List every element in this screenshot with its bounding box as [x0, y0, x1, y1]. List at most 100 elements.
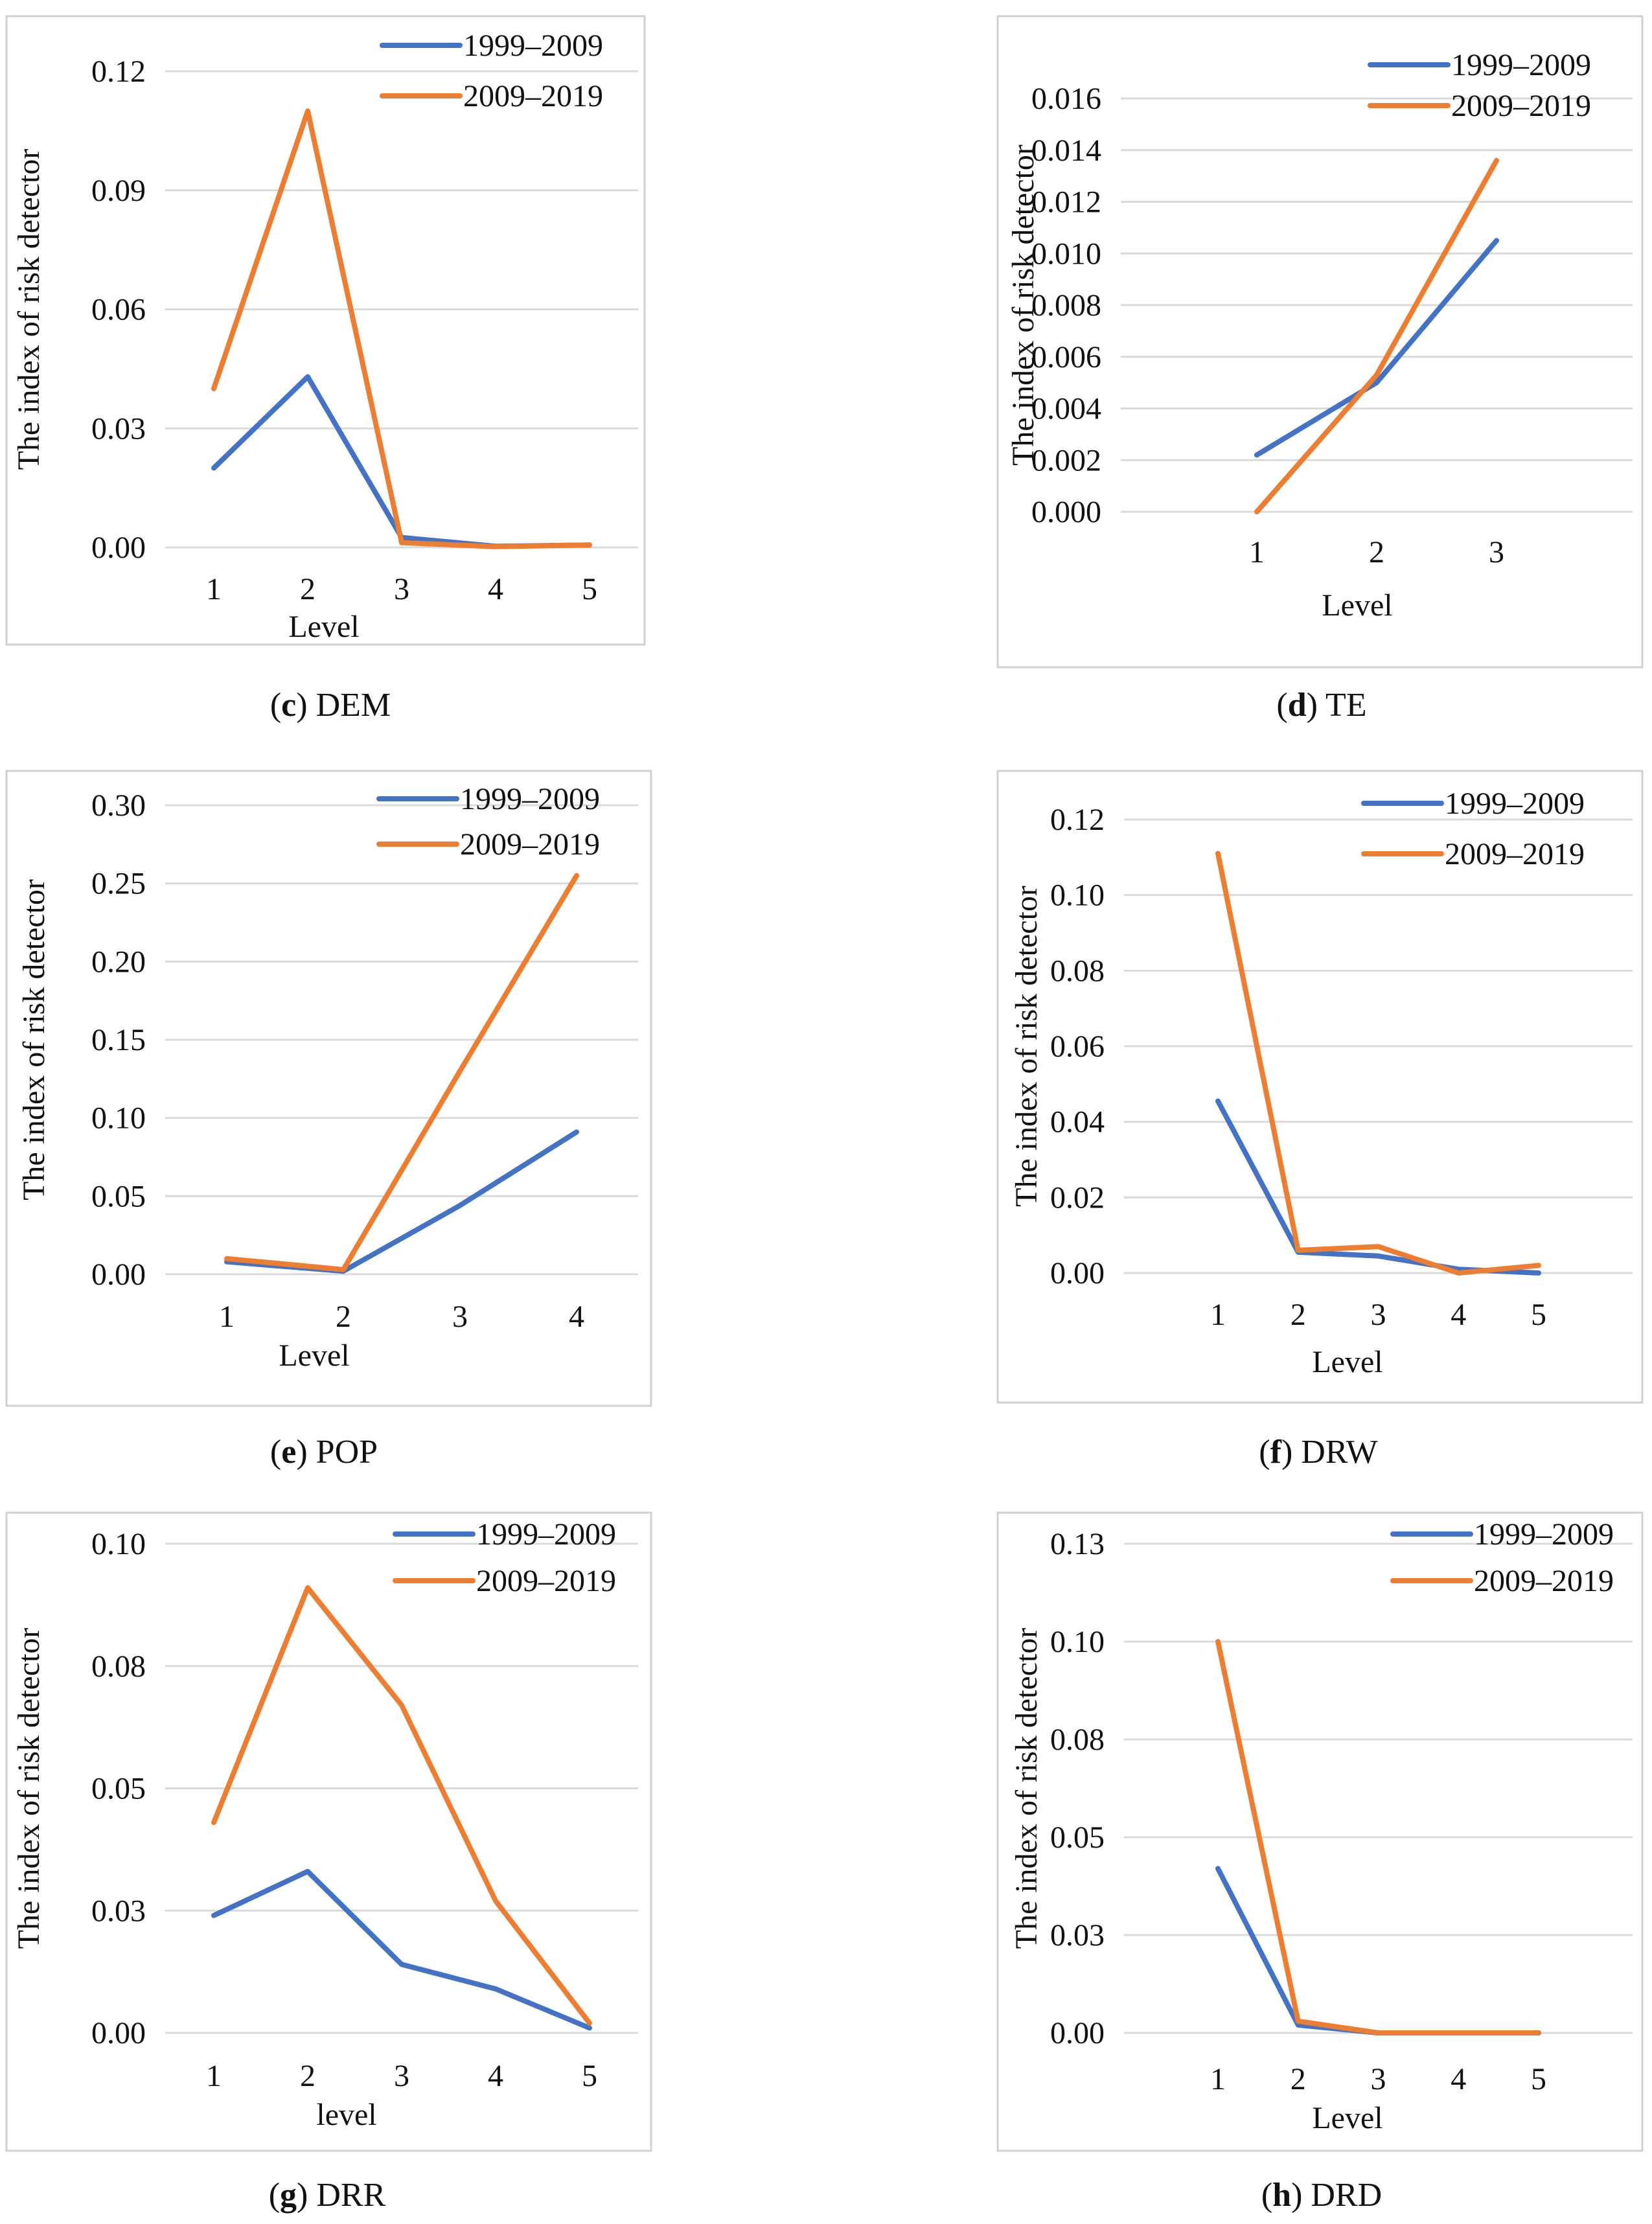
y-tick-label: 0.03 — [1050, 1918, 1105, 1953]
legend-label: 2009–2019 — [1445, 837, 1585, 871]
panel-caption: (g) DRR — [269, 2177, 386, 2214]
chart-frame — [996, 1511, 1644, 2152]
x-axis-label: Level — [279, 1338, 349, 1373]
x-tick-label: 3 — [1371, 2062, 1386, 2096]
y-tick-label: 0.25 — [91, 867, 146, 901]
y-tick-label: 0.12 — [91, 54, 146, 89]
x-tick-label: 5 — [582, 572, 597, 606]
y-tick-label: 0.10 — [91, 1527, 146, 1561]
chart-panel-h: 0.00 0.03 0.05 0.08 0.10 0.13 1 2 3 4 5 Level The in… — [996, 1511, 1644, 2214]
y-tick-label: 0.002 — [1031, 443, 1101, 477]
x-tick-label: 4 — [1451, 2062, 1466, 2096]
y-tick-label: 0.06 — [1050, 1029, 1105, 1064]
y-tick-label: 0.012 — [1031, 185, 1101, 220]
legend-label: 2009–2019 — [1451, 89, 1591, 123]
y-tick-label: 0.016 — [1031, 82, 1101, 116]
y-tick-label: 0.02 — [1050, 1180, 1105, 1215]
x-tick-label: 4 — [488, 2059, 503, 2093]
y-tick-label: 0.010 — [1031, 236, 1101, 271]
y-tick-label: 0.05 — [91, 1179, 146, 1213]
y-tick-label: 0.008 — [1031, 288, 1101, 323]
y-tick-label: 0.05 — [1050, 1820, 1105, 1855]
y-tick-label: 0.006 — [1031, 340, 1101, 374]
y-tick-label: 0.15 — [91, 1023, 146, 1057]
y-tick-label: 0.30 — [91, 788, 146, 823]
x-tick-label: 1 — [206, 2059, 222, 2093]
y-axis-label: The index of risk detector — [17, 879, 51, 1200]
y-tick-label: 0.08 — [91, 1649, 146, 1684]
legend-label: 1999–2009 — [476, 1517, 616, 1552]
chart-panel-d: 0.000 0.002 0.004 0.006 0.008 0.010 0.012 0.014… — [996, 15, 1644, 724]
x-tick-label: 4 — [488, 572, 503, 606]
chart-panel-g: 0.00 0.03 0.05 0.08 0.10 1 2 3 4 5 level The index … — [5, 1511, 652, 2214]
x-tick-label: 2 — [300, 572, 315, 606]
x-tick-label: 5 — [1531, 1298, 1546, 1332]
panel-caption: (c) DEM — [270, 687, 391, 724]
panel-caption: (f) DRW — [1259, 1434, 1377, 1471]
chart-frame — [5, 770, 652, 1407]
x-tick-label: 2 — [1291, 2062, 1306, 2096]
x-axis-label: Level — [288, 610, 359, 644]
legend-label: 2009–2019 — [460, 827, 600, 862]
y-tick-label: 0.00 — [91, 1257, 146, 1292]
panel-caption: (d) TE — [1276, 687, 1366, 724]
panel-caption: (h) DRD — [1261, 2177, 1382, 2214]
legend-label: 1999–2009 — [1451, 48, 1591, 82]
y-tick-label: 0.06 — [91, 293, 146, 327]
y-tick-label: 0.05 — [91, 1772, 146, 1806]
legend-label: 2009–2019 — [1474, 1564, 1614, 1598]
x-tick-label: 3 — [394, 2059, 409, 2093]
x-tick-label: 2 — [300, 2059, 315, 2093]
legend-label: 1999–2009 — [1445, 786, 1585, 821]
chart-panel-e: 0.00 0.05 0.10 0.15 0.20 0.25 0.30 1 2 3 4 Level The… — [5, 770, 652, 1471]
series-line-2009-2019 — [224, 873, 579, 1272]
y-tick-label: 0.03 — [91, 1894, 146, 1928]
chart-frame — [5, 1511, 652, 2152]
y-axis-label: The index of risk detector — [12, 149, 46, 470]
y-tick-label: 0.000 — [1031, 495, 1101, 529]
chart-panel-f: 0.00 0.02 0.04 0.06 0.08 0.10 0.12 1 2 3 4 5 Level Th… — [996, 770, 1644, 1471]
x-tick-label: 4 — [569, 1300, 584, 1334]
chart-frame — [996, 770, 1644, 1404]
x-axis-label: level — [316, 2098, 376, 2132]
legend-label: 1999–2009 — [1474, 1517, 1614, 1552]
chart-panel-c: 0.00 0.03 0.06 0.09 0.12 1 2 3 4 5 Level The index … — [5, 15, 646, 724]
x-tick-label: 1 — [219, 1300, 235, 1334]
x-tick-label: 2 — [336, 1300, 351, 1334]
y-tick-label: 0.004 — [1031, 392, 1101, 426]
y-axis-label: The index of risk detector — [1006, 144, 1040, 466]
x-axis-label: Level — [1312, 1345, 1382, 1379]
y-axis-label: The index of risk detector — [1009, 1628, 1044, 1949]
x-tick-label: 1 — [1249, 535, 1265, 569]
y-tick-label: 0.08 — [1050, 954, 1105, 988]
x-tick-label: 3 — [394, 572, 409, 606]
y-tick-label: 0.13 — [1050, 1527, 1105, 1561]
x-tick-label: 3 — [452, 1300, 468, 1334]
y-tick-label: 0.10 — [91, 1101, 146, 1136]
x-axis-label: Level — [1322, 588, 1392, 623]
y-tick-label: 0.04 — [1050, 1105, 1105, 1140]
legend-label: 1999–2009 — [463, 29, 603, 63]
y-axis-label: The index of risk detector — [12, 1628, 46, 1949]
y-axis-label: The index of risk detector — [1009, 886, 1044, 1207]
x-tick-label: 5 — [1531, 2062, 1546, 2096]
y-tick-label: 0.10 — [1050, 878, 1105, 913]
x-tick-label: 2 — [1369, 535, 1384, 569]
y-tick-label: 0.00 — [1050, 1256, 1105, 1290]
chart-frame — [5, 15, 646, 646]
x-tick-label: 1 — [1210, 1298, 1226, 1332]
y-tick-label: 0.03 — [91, 411, 146, 446]
y-tick-label: 0.00 — [91, 2016, 146, 2050]
x-axis-label: Level — [1312, 2101, 1382, 2135]
y-tick-label: 0.00 — [1050, 2016, 1105, 2050]
legend-label: 2009–2019 — [463, 79, 603, 113]
legend-label: 1999–2009 — [460, 782, 600, 816]
y-tick-label: 0.09 — [91, 174, 146, 208]
x-tick-label: 3 — [1489, 535, 1504, 569]
y-tick-label: 0.12 — [1050, 803, 1105, 837]
x-tick-label: 5 — [582, 2059, 597, 2093]
y-tick-label: 0.08 — [1050, 1723, 1105, 1757]
panel-caption: (e) POP — [270, 1434, 378, 1471]
x-tick-label: 2 — [1291, 1298, 1306, 1332]
